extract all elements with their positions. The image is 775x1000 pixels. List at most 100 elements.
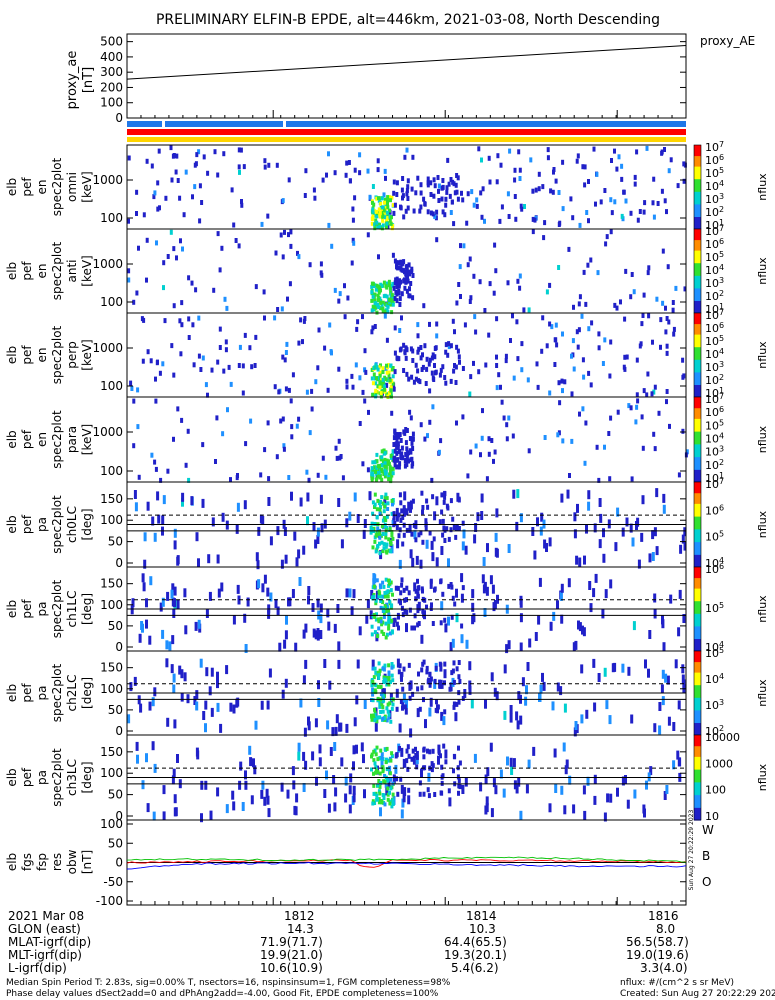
colorbar-cell [694,338,701,341]
spec-pixel [531,229,535,235]
spec-pixel [444,749,448,759]
spec-pixel [380,758,384,768]
spec-pixel [198,218,202,224]
spec-pixel [277,389,281,395]
spec-pixel [552,611,556,621]
spec-pixel [326,720,330,730]
spec-event-pixel [373,301,377,306]
l-value: 3.3(4.0) [640,961,688,975]
spec-pixel [396,444,400,450]
spec-pixel [399,346,403,352]
spec-pixel [224,339,228,345]
spec-pixel [420,490,424,496]
spec-event-pixel [373,226,377,231]
spec-pixel [601,361,605,366]
colorbar-cell [694,329,701,333]
colorbar-cell [694,695,701,698]
spec-event-pixel [377,675,381,680]
spec-pixel [352,761,355,771]
spec-pixel [487,451,491,457]
spec-pixel [395,464,399,470]
spec-event-pixel [373,688,377,693]
spec-pixel [358,421,362,426]
colorbar-cell [694,174,701,178]
spec-pixel [432,536,436,542]
spec-pixel [406,274,409,280]
spec-pixel [506,191,510,197]
spec-pixel [626,799,630,809]
colorbar-cell [694,182,701,186]
spec-pixel [470,189,474,195]
spec-pixel [333,287,337,293]
spec-pixel [392,285,396,291]
spec-pixel [455,701,459,707]
footer-processing-info: Median Spin Period T: 2.83s, sig=0.00% T… [6,978,451,988]
spec-pixel [392,515,396,521]
spec-pixel [476,512,480,522]
spec-event-pixel [383,464,387,469]
spec-event-pixel [383,451,387,456]
spec-pixel [407,269,411,275]
colorbar-cell [694,550,701,553]
spec-pixel [561,159,565,165]
spec-pixel [518,176,522,181]
colorbar-tick-label: 107 [705,308,724,322]
spec-pixel [187,316,191,322]
colorbar-cell [694,703,701,707]
attitude-bar [127,129,686,135]
spec-pixel [655,546,659,556]
spec-pixel [284,386,288,392]
spec-pixel [507,415,511,421]
spec-event-pixel [377,365,381,370]
spec-event-pixel [374,388,378,393]
spec-pixel [229,381,233,387]
spec-event-pixel [381,549,385,554]
spec-pixel [495,354,498,360]
spec-pixel [320,272,324,278]
spec-pixel [415,764,419,770]
spec-event-pixel [377,626,381,631]
spec-pixel [539,684,543,694]
spec-pixel [445,189,449,195]
colorbar-cell [694,803,701,806]
spec-pixel [434,345,438,351]
colorbar-cell [694,764,701,768]
spec-pixel [411,154,415,160]
spec-event-pixel [381,366,385,371]
spec-pixel [394,277,398,283]
field-legend-w: W [702,823,714,837]
colorbar-cell [694,157,701,161]
spec-pixel [240,202,244,208]
spec-pixel [158,205,161,211]
colorbar-cell [694,511,701,515]
spec-pixel [180,300,184,306]
spec-pixel [614,542,618,552]
spec-pixel [583,164,587,170]
spec-pixel [441,178,445,183]
spec-event-pixel [375,209,378,214]
spec-pixel [665,350,669,356]
spec-pixel [400,315,403,321]
spec-pixel [405,428,409,433]
spec-pixel [136,424,140,430]
spec-pixel [225,305,229,311]
spec-pixel [295,793,299,803]
spec-pixel [343,283,346,289]
spec-pixel [678,589,682,599]
spec-pixel [489,575,493,585]
spec-pixel [279,232,283,238]
spec-event-pixel [380,226,384,231]
spec-pixel [156,359,159,365]
spec-event-pixel [387,663,391,668]
spec-ytick-label: 0 [115,809,123,823]
spec-event-pixel [383,200,386,205]
spec-event-pixel [385,221,389,226]
spec-pixel [405,699,408,708]
spec-event-pixel [382,796,386,800]
spec-pixel [187,335,191,340]
spec-pixel [267,497,271,506]
spec-event-pixel [382,632,386,636]
colorbar-cell [694,737,701,740]
spec-pixel [216,787,220,797]
